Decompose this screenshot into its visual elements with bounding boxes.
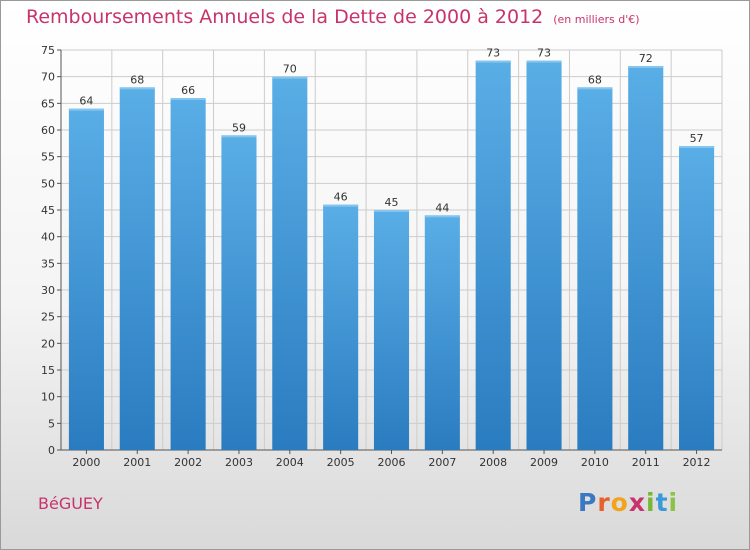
x-tick-label: 2004 [276, 456, 304, 469]
bar-2002 [170, 98, 206, 450]
bar-highlight [323, 204, 359, 207]
bar-highlight [68, 108, 104, 111]
data-label: 73 [486, 47, 500, 60]
x-tick-label: 2009 [530, 456, 558, 469]
logo-letter: r [597, 488, 611, 517]
x-tick-label: 2010 [581, 456, 609, 469]
bar-2007 [424, 215, 460, 450]
y-tick-label: 10 [41, 391, 55, 404]
data-label: 73 [537, 47, 551, 60]
bar-highlight [221, 135, 257, 138]
bar-2011 [628, 66, 664, 450]
bar-2009 [526, 60, 562, 451]
logo-letter: t [655, 488, 669, 517]
data-label: 46 [334, 191, 348, 204]
data-label: 68 [588, 73, 602, 86]
bar-2001 [119, 87, 155, 450]
x-tick-label: 2008 [479, 456, 507, 469]
x-tick-label: 2007 [428, 456, 456, 469]
data-label: 57 [690, 132, 704, 145]
y-tick-label: 25 [41, 311, 55, 324]
data-label: 66 [181, 84, 195, 97]
y-tick-label: 5 [48, 417, 55, 430]
bar-2003 [221, 135, 257, 451]
data-label: 68 [130, 73, 144, 86]
bar-highlight [628, 66, 664, 68]
bar-highlight [475, 60, 511, 63]
chart-title: Remboursements Annuels de la Dette de 20… [26, 6, 640, 28]
logo-letter: P [578, 488, 598, 517]
bar-highlight [272, 76, 308, 79]
logo-letter: i [646, 488, 656, 517]
bar-highlight [170, 98, 206, 100]
data-label: 59 [232, 121, 246, 134]
data-label: 45 [385, 196, 399, 209]
logo-letter: o [610, 488, 629, 517]
x-tick-label: 2011 [632, 456, 660, 469]
logo-letter: x [628, 488, 646, 517]
bar-highlight [577, 87, 613, 90]
bar-2005 [323, 204, 359, 450]
y-tick-label: 20 [41, 337, 55, 350]
x-tick-label: 2003 [225, 456, 253, 469]
labels: 0 5 10 15 20 25 30 35 40 45 50 55 60 65 70 75 64 2000 68 20… [41, 44, 711, 469]
bar-highlight [679, 146, 715, 148]
y-tick-label: 50 [41, 177, 55, 190]
logo-letter: i [668, 488, 679, 517]
y-tick-label: 75 [41, 44, 55, 57]
bar-2012 [679, 146, 715, 450]
y-tick-label: 30 [41, 284, 55, 297]
bar-highlight [373, 210, 410, 212]
proxiti-logo: Proxiti [578, 488, 678, 517]
bar-2000 [68, 108, 104, 451]
commune-name: BéGUEY [38, 494, 103, 513]
y-tick-label: 55 [41, 151, 55, 164]
y-tick-label: 70 [41, 71, 55, 84]
x-tick-label: 2012 [683, 456, 711, 469]
x-tick-label: 2006 [378, 456, 406, 469]
y-tick-label: 65 [41, 97, 55, 110]
x-tick-label: 2002 [174, 456, 202, 469]
bar-2006 [373, 210, 410, 450]
data-label: 72 [639, 52, 653, 65]
y-tick-label: 35 [41, 257, 55, 270]
data-label: 64 [79, 95, 93, 108]
bar-2004 [272, 76, 308, 451]
x-tick-label: 2000 [72, 456, 100, 469]
chart-title-text: Remboursements Annuels de la Dette de 20… [26, 6, 544, 28]
x-tick-label: 2005 [327, 456, 355, 469]
bar-highlight [424, 215, 460, 218]
data-label: 70 [283, 63, 297, 76]
unit-note: (en milliers d'€) [553, 13, 640, 26]
y-tick-label: 15 [41, 364, 55, 377]
y-tick-label: 0 [48, 444, 55, 457]
data-label: 44 [435, 201, 449, 214]
x-tick-label: 2001 [123, 456, 151, 469]
y-tick-label: 60 [41, 124, 55, 137]
y-tick-label: 40 [41, 231, 55, 244]
bar-2008 [475, 60, 511, 451]
bar-2010 [577, 87, 613, 450]
bar-highlight [119, 87, 155, 90]
bar-highlight [526, 60, 562, 63]
y-tick-label: 45 [41, 204, 55, 217]
bars [68, 60, 715, 451]
